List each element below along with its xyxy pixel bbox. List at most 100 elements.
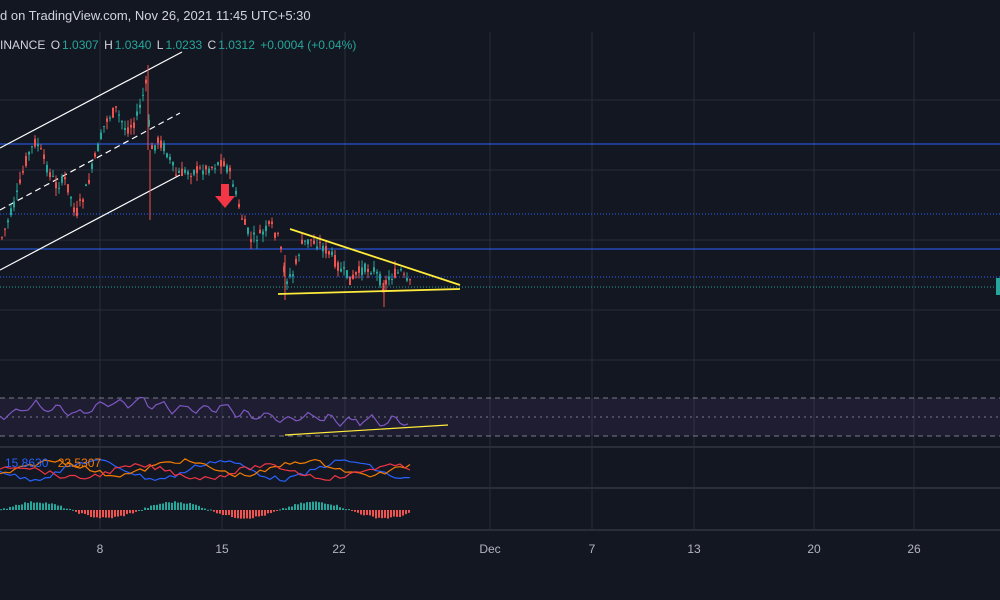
candle xyxy=(364,263,366,272)
candle xyxy=(55,182,57,189)
candle xyxy=(340,268,342,272)
macd-bar xyxy=(183,503,185,510)
candle xyxy=(208,168,210,173)
macd-bar xyxy=(129,510,131,514)
macd-bar xyxy=(231,510,233,518)
dmi-adx-line xyxy=(0,458,411,478)
candle xyxy=(403,273,405,275)
candle xyxy=(196,166,198,174)
candle xyxy=(25,156,27,166)
macd-bar xyxy=(3,508,5,510)
candle xyxy=(115,106,117,108)
macd-bar xyxy=(132,510,134,514)
close-label: C xyxy=(207,38,217,52)
candle xyxy=(385,280,387,285)
candle xyxy=(193,169,195,175)
macd-bar xyxy=(150,505,152,510)
candle xyxy=(391,278,393,281)
macd-bar xyxy=(135,510,137,512)
down-arrow-icon[interactable] xyxy=(215,184,235,208)
macd-bar xyxy=(204,508,206,510)
candle xyxy=(127,127,129,134)
candle xyxy=(1,237,3,239)
low-value: 1.0233 xyxy=(165,38,203,52)
macd-bar xyxy=(309,502,311,510)
macd-bar xyxy=(378,510,380,518)
macd-bar xyxy=(273,510,275,512)
macd-bar xyxy=(363,510,365,516)
high-value: 1.0340 xyxy=(114,38,152,52)
macd-bar xyxy=(336,504,338,510)
macd-bar xyxy=(330,504,332,510)
macd-bar xyxy=(42,503,44,510)
macd-bar xyxy=(234,510,236,518)
candle xyxy=(379,273,381,286)
candle xyxy=(4,228,6,230)
candle xyxy=(46,164,48,173)
macd-bar xyxy=(93,510,95,518)
candle xyxy=(283,266,285,273)
macd-bar xyxy=(66,508,68,510)
candle xyxy=(49,172,51,178)
macd-bar xyxy=(264,510,266,516)
macd-bar xyxy=(84,510,86,514)
candle xyxy=(7,220,9,223)
candle xyxy=(31,146,33,148)
candle xyxy=(313,240,315,244)
candle xyxy=(406,277,408,281)
macd-bar xyxy=(405,510,407,515)
macd-bar xyxy=(57,505,59,510)
macd-bar xyxy=(105,510,107,518)
channel-upper-line[interactable] xyxy=(0,51,183,149)
macd-bar xyxy=(399,510,401,518)
candle xyxy=(322,245,324,252)
macd-bar xyxy=(87,510,89,516)
candle xyxy=(19,179,21,184)
macd-bar xyxy=(237,510,239,519)
candle xyxy=(310,239,312,241)
candle xyxy=(157,137,159,144)
price-axis-marker xyxy=(996,278,1000,295)
macd-bar xyxy=(369,510,371,516)
candle xyxy=(244,219,246,225)
time-axis[interactable] xyxy=(0,562,1000,600)
candle xyxy=(397,272,399,274)
candle xyxy=(217,162,219,165)
candle xyxy=(103,125,105,127)
rsi-trendline[interactable] xyxy=(284,424,449,436)
high-label: H xyxy=(104,38,113,52)
candle xyxy=(367,268,369,272)
macd-bar xyxy=(219,510,221,514)
candle xyxy=(331,251,333,256)
candle xyxy=(202,170,204,175)
candle xyxy=(346,270,348,278)
channel-lower-line[interactable] xyxy=(0,174,181,271)
macd-bar xyxy=(216,510,218,514)
triangle-lower-line[interactable] xyxy=(277,288,461,295)
candle xyxy=(394,268,396,278)
candle xyxy=(343,267,345,269)
price-chart[interactable] xyxy=(0,32,1000,562)
candle xyxy=(37,143,39,147)
candle xyxy=(94,153,96,157)
x-label-20: 20 xyxy=(807,542,821,556)
candle xyxy=(253,232,255,235)
macd-bar xyxy=(75,510,77,512)
candle xyxy=(316,246,318,249)
dmi-minus-line xyxy=(0,463,411,481)
candle xyxy=(229,167,231,172)
macd-bar xyxy=(12,506,14,510)
candle xyxy=(34,138,36,147)
channel-mid-line[interactable] xyxy=(0,112,181,211)
open-label: O xyxy=(50,38,61,52)
rsi-pane xyxy=(0,396,1000,437)
triangle-upper-line[interactable] xyxy=(289,228,461,286)
rsi-line xyxy=(0,396,409,427)
candle xyxy=(214,168,216,170)
candle xyxy=(40,148,42,150)
macd-bar xyxy=(279,509,281,511)
candle xyxy=(199,167,201,169)
symbol-label[interactable]: INANCE xyxy=(0,38,46,52)
macd-bar xyxy=(156,504,158,510)
macd-bar xyxy=(165,502,167,510)
